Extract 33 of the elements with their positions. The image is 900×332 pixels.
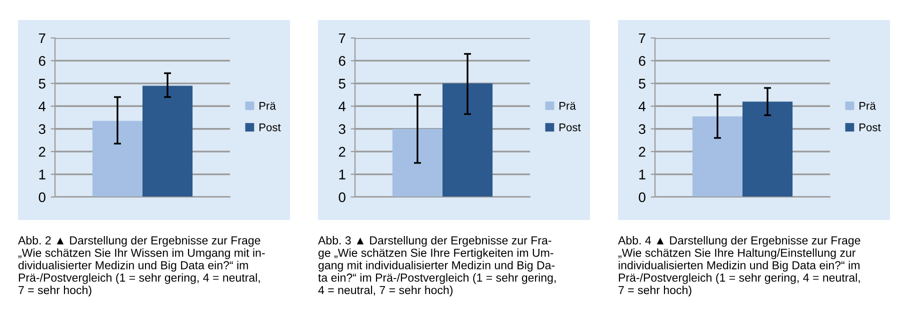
y-tick-label: 2: [638, 146, 646, 157]
y-tick-label: 7: [638, 33, 646, 44]
caption: Abb. 3 ▲ Darstellung der Ergebnisse zur Fra- ge „Wie schätzen Sie Ihre Fertigkeiten im Um- gang mit individualisierter Medizin und Big Da- ta ein?“ im Prä-/Postvergleich (1 = sehr gering, 4 = neutral, 7 = sehr hoch): [318, 236, 556, 296]
y-tick-label: 5: [638, 78, 646, 89]
legend-label: Post: [859, 124, 881, 132]
legend-label: Prä: [859, 102, 876, 110]
y-tick-label: 7: [338, 33, 346, 44]
y-tick-label: 5: [38, 78, 46, 89]
legend-label: Post: [559, 124, 581, 132]
legend-label: Post: [259, 124, 281, 132]
y-tick-label: 7: [38, 33, 46, 44]
caption: Abb. 4 ▲ Darstellung der Ergebnisse zur Frage „Wie schätzen Sie Ihre Haltung/Einstellung zur individualisierten Medizin und Big Data ein?“ im Prä-/Postvergleich (1 = sehr gering, 4 = neutral, 7 = sehr hoch): [618, 236, 860, 296]
y-tick-label: 1: [639, 170, 646, 180]
y-tick-label: 2: [338, 146, 346, 157]
y-tick-label: 5: [338, 78, 346, 89]
y-tick-label: 0: [38, 192, 46, 202]
y-tick-label: 1: [339, 170, 346, 180]
y-tick-label: 1: [39, 170, 46, 180]
y-tick-label: 0: [638, 192, 646, 202]
y-tick-label: 4: [638, 102, 646, 112]
legend-label: Prä: [559, 102, 576, 110]
caption: Abb. 2 ▲ Darstellung der Ergebnisse zur Frage „Wie schätzen Sie Ihr Wissen im Umgang mit in- dividualisierter Medizin und Big Data ein?“ im Prä-/Postvergleich (1 = sehr gering, 4 = neutral, 7 = sehr hoch): [18, 236, 265, 296]
legend-label: Prä: [259, 102, 276, 110]
y-tick-label: 6: [338, 56, 346, 66]
y-tick-label: 6: [38, 56, 46, 66]
y-tick-label: 3: [338, 124, 346, 134]
y-tick-label: 3: [638, 124, 646, 134]
y-tick-label: 0: [338, 192, 346, 202]
y-tick-label: 6: [638, 56, 646, 66]
y-tick-label: 3: [38, 124, 46, 134]
y-tick-label: 4: [338, 102, 346, 112]
y-tick-label: 4: [38, 102, 46, 112]
y-tick-label: 2: [38, 146, 46, 157]
